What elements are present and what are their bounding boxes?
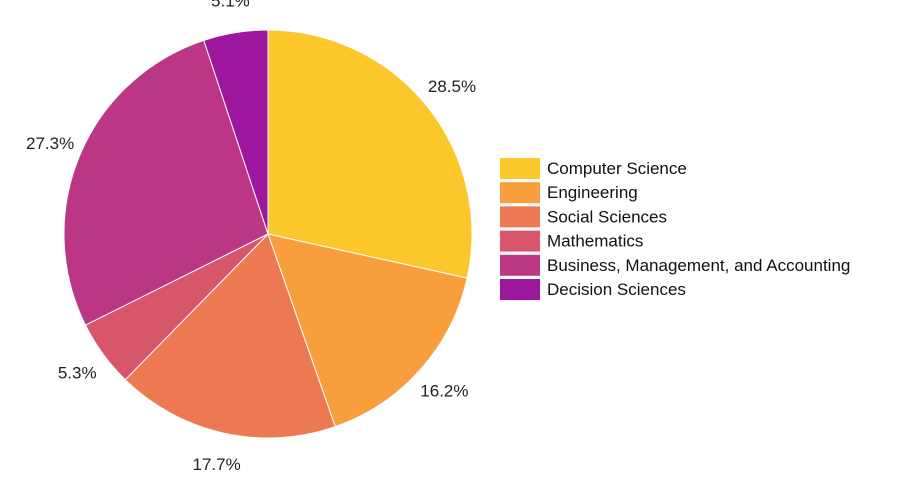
legend-swatch-decision-sciences xyxy=(500,279,540,300)
slice-label-computer-science: 28.5% xyxy=(428,77,476,96)
legend-label-computer-science: Computer Science xyxy=(547,159,687,178)
slice-label-engineering: 16.2% xyxy=(420,381,468,400)
pie-slice-social-sciences xyxy=(124,233,336,439)
legend-label-engineering: Engineering xyxy=(547,183,638,202)
slice-label-social-sciences: 17.7% xyxy=(192,455,240,474)
legend-label-social-sciences: Social Sciences xyxy=(547,207,667,226)
legend: Computer Science Engineering Social Scienc… xyxy=(500,158,850,300)
legend-swatch-computer-science xyxy=(500,158,540,179)
legend-swatch-engineering xyxy=(500,182,540,204)
pie-slice-business-management-and-accounting xyxy=(63,39,269,326)
slice-label-business-management-and-accounting: 27.3% xyxy=(26,134,74,153)
legend-label-decision-sciences: Decision Sciences xyxy=(547,280,686,299)
legend-swatch-business-management-and-accounting xyxy=(500,254,540,276)
pie-slice-computer-science xyxy=(267,29,473,279)
pie-slices xyxy=(63,29,473,439)
pie-slice-engineering xyxy=(267,233,468,428)
pie-slice-decision-sciences xyxy=(203,29,269,235)
legend-swatch-social-sciences xyxy=(500,206,540,228)
legend-label-mathematics: Mathematics xyxy=(547,232,643,251)
slice-label-mathematics: 5.3% xyxy=(58,363,97,382)
pie-slice-labels: 28.5% 16.2% 17.7% 5.3% 27.3% 5.1% xyxy=(26,0,476,474)
legend-swatch-mathematics xyxy=(500,230,540,252)
legend-label-business-management-and-accounting: Business, Management, and Accounting xyxy=(547,256,850,275)
slice-label-decision-sciences: 5.1% xyxy=(211,0,250,11)
